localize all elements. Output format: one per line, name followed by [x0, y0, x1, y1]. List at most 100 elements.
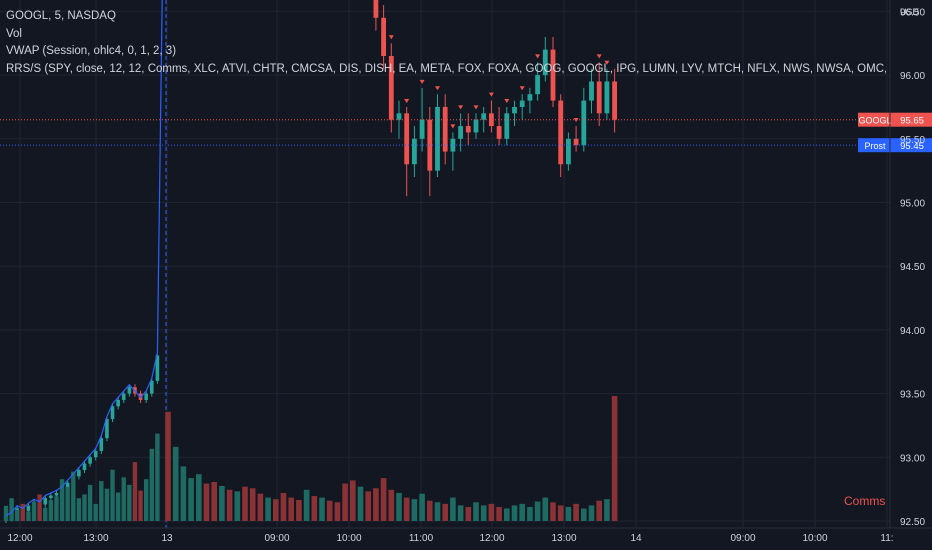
candle-body[interactable] — [458, 126, 463, 139]
rrs-marker-down — [604, 60, 610, 65]
candle-body[interactable] — [612, 81, 617, 120]
prior-candle-body — [105, 419, 109, 439]
prior-volume-bar — [143, 479, 149, 521]
prior-candle-body — [65, 482, 70, 490]
volume-bar — [480, 505, 487, 521]
volume-bar — [350, 480, 356, 521]
volume-bar — [334, 502, 341, 521]
candle-body[interactable] — [566, 138, 571, 165]
candle-body[interactable] — [504, 113, 510, 139]
price-tick-label: 94.50 — [900, 262, 925, 273]
time-tick-label: 12:00 — [479, 533, 504, 544]
prior-candle-body — [110, 406, 115, 420]
prior-volume-bar — [110, 469, 115, 521]
volume-bar — [573, 503, 579, 521]
time-tick-label: 13 — [161, 533, 173, 544]
prior-volume-bar — [127, 484, 132, 521]
price-tick-label: 92.50 — [900, 517, 925, 528]
rrs-marker-down — [596, 54, 602, 59]
prior-volume-bar — [15, 509, 20, 521]
candle-body[interactable] — [481, 113, 487, 120]
sector-label: Comms — [844, 494, 885, 508]
volume-bar — [342, 483, 348, 521]
candle-body[interactable] — [442, 106, 448, 152]
prior-volume-bar — [99, 481, 104, 521]
volume-bar — [427, 500, 433, 521]
volume-bar — [249, 488, 256, 521]
candle-body[interactable] — [550, 49, 556, 101]
price-tick-label: 94.00 — [900, 326, 925, 337]
candle-body[interactable] — [589, 81, 594, 101]
candle-body[interactable] — [473, 119, 479, 133]
candle-body[interactable] — [512, 106, 517, 114]
rrs-marker-down — [450, 124, 456, 129]
price-tick-label: 95.50 — [900, 135, 925, 146]
candle-body[interactable] — [412, 138, 417, 165]
prior-volume-bar — [20, 503, 26, 521]
prior-volume-bar — [48, 500, 54, 521]
candle-body[interactable] — [535, 75, 540, 95]
volume-bar — [203, 483, 210, 521]
legend-symbol[interactable]: GOOGL, 5, NASDAQ — [6, 10, 116, 22]
candle-body[interactable] — [489, 113, 494, 127]
candle-body[interactable] — [435, 106, 440, 171]
candle-body[interactable] — [542, 49, 548, 76]
volume-bar — [172, 446, 179, 521]
volume-bar — [319, 497, 325, 521]
candle-body[interactable] — [373, 0, 379, 18]
legend-vwap[interactable]: VWAP (Session, ohlc4, 0, 1, 2, 3) — [6, 45, 177, 57]
candle-body[interactable] — [450, 138, 456, 152]
volume-bar — [465, 506, 472, 521]
candle-body[interactable] — [381, 17, 386, 56]
volume-bar — [180, 466, 187, 521]
time-tick-label: 10:00 — [336, 533, 361, 544]
volume-bar — [527, 506, 533, 521]
time-tick-label: 14 — [630, 533, 642, 544]
candle-body[interactable] — [404, 113, 410, 165]
legend-rrs[interactable]: RRS/S (SPY, close, 12, 12, Comms, XLC, A… — [6, 62, 886, 75]
time-tick-label: 09:00 — [264, 533, 289, 544]
currency-label: USD — [900, 7, 920, 17]
volume-bar — [288, 497, 294, 521]
prior-session-layer — [3, 0, 163, 523]
candle-body[interactable] — [396, 113, 402, 120]
volume-bar — [234, 491, 241, 521]
volume-bar — [542, 497, 549, 521]
rrs-marker-down — [488, 92, 494, 97]
rrs-marker-down — [458, 105, 464, 110]
prior-candle-body — [149, 380, 154, 394]
prior-vwap-line — [5, 0, 163, 517]
candle-layer[interactable] — [166, 0, 617, 197]
candle-body[interactable] — [596, 81, 602, 114]
prior-candle-body — [144, 393, 148, 400]
chart-legend[interactable]: GOOGL, 5, NASDAQ Vol VWAP (Session, ohlc… — [6, 8, 886, 78]
prior-volume-bar — [26, 511, 31, 521]
candle-body[interactable] — [419, 119, 425, 139]
prior-volume-bar — [54, 496, 59, 521]
candle-body[interactable] — [527, 94, 533, 101]
candle-body[interactable] — [558, 100, 564, 165]
prior-volume-bar — [65, 486, 70, 521]
price-tick-label: 96.50 — [900, 7, 925, 18]
volume-bar — [211, 482, 217, 521]
candle-body[interactable] — [496, 126, 502, 139]
prior-candle-body — [93, 450, 98, 458]
candle-body[interactable] — [519, 100, 525, 107]
volume-layer — [165, 396, 618, 521]
legend-volume[interactable]: Vol — [6, 27, 22, 40]
candle-body[interactable] — [573, 138, 579, 146]
volume-bar — [396, 492, 402, 521]
marker-layer — [388, 35, 610, 129]
volume-bar — [588, 505, 595, 521]
candle-body[interactable] — [465, 126, 471, 133]
candle-body[interactable] — [581, 100, 587, 146]
candle-body[interactable] — [388, 55, 394, 120]
volume-bar — [165, 411, 171, 521]
price-tick-label: 95.00 — [900, 199, 925, 210]
price-tick-label: 93.50 — [900, 390, 925, 401]
prior-candle-body — [155, 355, 160, 381]
candle-body[interactable] — [604, 81, 610, 114]
